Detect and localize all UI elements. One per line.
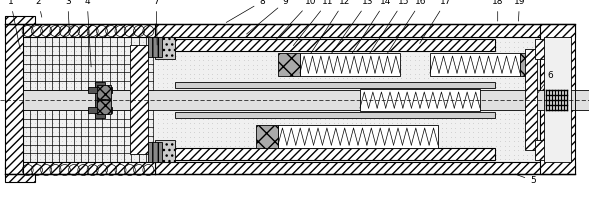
Bar (575, 90, 589, 110)
Bar (88, 87, 112, 93)
Text: 5: 5 (515, 174, 536, 185)
Text: 15: 15 (370, 0, 409, 53)
Text: 19: 19 (514, 0, 525, 21)
Bar (278, 53, 300, 76)
Text: 13: 13 (332, 0, 374, 54)
Bar (23, 90, 575, 110)
Text: 4: 4 (84, 0, 91, 67)
Bar (300, 53, 400, 76)
Text: 18: 18 (492, 0, 504, 21)
Bar (148, 37, 162, 57)
Bar (175, 82, 495, 88)
Text: 10: 10 (276, 0, 317, 40)
Text: 1: 1 (8, 0, 20, 49)
Bar (88, 107, 112, 113)
Text: 14: 14 (352, 0, 392, 53)
Bar (155, 37, 175, 59)
Bar (5, 37, 155, 162)
Text: 11: 11 (293, 0, 334, 46)
Bar (256, 125, 278, 148)
Bar (97, 100, 111, 114)
Text: 9: 9 (247, 0, 289, 34)
Bar (5, 162, 155, 174)
Bar (175, 112, 495, 118)
Bar (130, 45, 148, 154)
Bar (155, 140, 175, 162)
Bar (155, 24, 575, 37)
Bar (155, 37, 575, 162)
Bar (95, 82, 105, 118)
Bar (278, 125, 438, 148)
Text: 12: 12 (311, 0, 350, 53)
Bar (155, 162, 575, 174)
Bar (535, 140, 555, 160)
Bar (155, 148, 495, 160)
Text: 7: 7 (153, 0, 159, 45)
Bar (148, 142, 162, 162)
Bar (360, 89, 480, 111)
Bar (5, 24, 155, 37)
Text: 17: 17 (420, 0, 452, 43)
Bar (5, 174, 35, 182)
Bar (525, 49, 537, 150)
Bar (5, 16, 35, 24)
Bar (544, 37, 571, 162)
Text: 16: 16 (388, 0, 427, 53)
Text: 8: 8 (226, 0, 265, 22)
Text: 6: 6 (538, 71, 554, 93)
Bar (97, 85, 111, 99)
Bar (535, 39, 555, 59)
Text: 2: 2 (35, 0, 42, 17)
Bar (155, 39, 495, 51)
Bar (540, 24, 575, 174)
Text: 3: 3 (65, 0, 71, 31)
Bar (520, 53, 536, 76)
Bar (430, 53, 520, 76)
Bar (5, 24, 23, 174)
